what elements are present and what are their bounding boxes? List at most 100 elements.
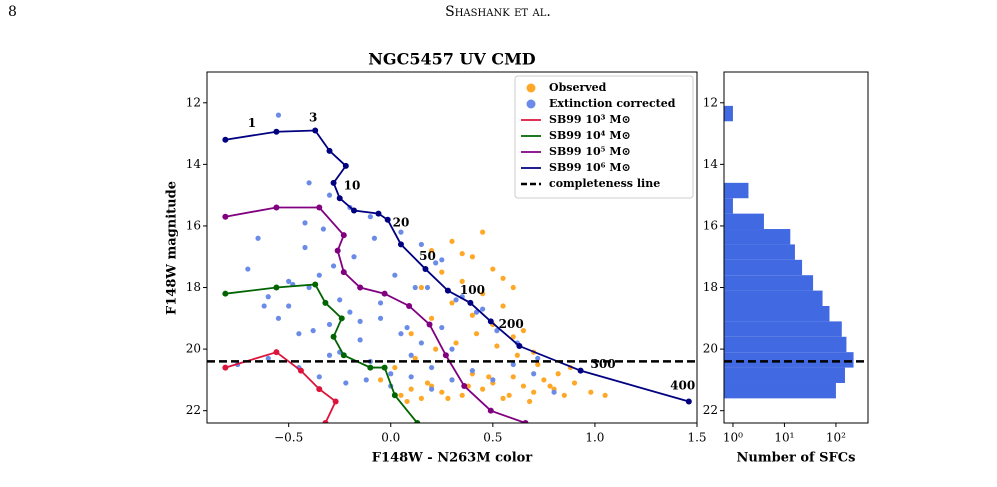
point xyxy=(392,272,398,278)
track-point xyxy=(222,364,229,371)
x-tick-label: −0.5 xyxy=(274,431,303,445)
track-point xyxy=(422,266,429,273)
point xyxy=(418,340,424,346)
point xyxy=(480,229,486,235)
point xyxy=(541,377,547,383)
track-point xyxy=(273,128,280,135)
y-tick-label: 20 xyxy=(186,342,201,356)
track-point xyxy=(487,318,494,325)
point xyxy=(418,241,424,248)
point xyxy=(520,328,527,334)
legend-label: SB99 10⁶ M⊙ xyxy=(549,161,631,174)
point xyxy=(265,355,271,361)
point xyxy=(500,303,506,309)
point xyxy=(433,346,439,352)
track-point xyxy=(273,204,280,211)
track-point xyxy=(414,420,421,423)
point xyxy=(398,392,404,398)
x-tick-label: 1.5 xyxy=(687,431,706,445)
point xyxy=(428,315,435,321)
legend-label: Extinction corrected xyxy=(549,97,676,110)
point xyxy=(494,328,500,334)
age-label: 20 xyxy=(393,215,410,229)
point xyxy=(363,377,369,383)
track-point xyxy=(406,303,413,309)
point xyxy=(367,214,373,220)
axes-frame xyxy=(723,71,869,424)
track-point xyxy=(351,207,357,214)
hist-bar xyxy=(724,290,823,306)
point xyxy=(453,297,459,303)
point xyxy=(453,340,459,346)
y-tick-label: 14 xyxy=(186,157,202,171)
point xyxy=(316,374,322,380)
point xyxy=(602,392,608,398)
track-point xyxy=(222,213,229,220)
point xyxy=(351,254,357,260)
point xyxy=(439,389,445,395)
y-tick-label: 12 xyxy=(703,95,718,109)
legend-label: SB99 10³ M⊙ xyxy=(549,113,631,126)
x-tick-label: 10⁰ xyxy=(723,431,743,445)
x-tick-label: 1.0 xyxy=(585,431,604,445)
track-point xyxy=(426,321,433,328)
point xyxy=(473,309,480,315)
point xyxy=(310,328,316,334)
point xyxy=(514,352,520,358)
hist-bar xyxy=(724,275,814,291)
age-label: 1 xyxy=(248,116,256,130)
y-tick-label: 22 xyxy=(186,403,201,417)
point xyxy=(469,254,476,260)
point xyxy=(465,383,471,389)
point xyxy=(510,374,516,380)
point xyxy=(404,324,410,331)
point xyxy=(535,361,541,368)
point xyxy=(347,309,353,315)
x-axis-label: F148W - N263M color xyxy=(372,451,533,466)
y-tick-label: 18 xyxy=(186,280,201,294)
point xyxy=(330,263,337,269)
point xyxy=(392,364,398,371)
point xyxy=(306,284,312,291)
point xyxy=(408,352,414,358)
track-point xyxy=(381,290,388,297)
point xyxy=(286,278,292,284)
point xyxy=(320,226,326,232)
point xyxy=(306,180,312,186)
point xyxy=(473,331,480,337)
track-point xyxy=(442,352,449,359)
point xyxy=(404,398,410,405)
point xyxy=(343,380,349,386)
track-point xyxy=(273,349,280,356)
point xyxy=(357,337,363,343)
point xyxy=(510,334,516,340)
point xyxy=(371,235,378,241)
point xyxy=(449,238,455,244)
y-tick-label: 22 xyxy=(703,403,718,417)
track-line xyxy=(225,283,418,423)
point xyxy=(561,392,567,398)
track-point xyxy=(384,216,391,223)
point xyxy=(398,229,404,235)
point xyxy=(510,361,516,368)
point xyxy=(261,303,267,309)
x-tick-label: 10² xyxy=(826,431,846,445)
point xyxy=(510,284,516,291)
y-tick-label: 16 xyxy=(703,218,718,232)
track-point xyxy=(375,210,382,217)
track-point xyxy=(342,162,349,169)
point xyxy=(588,389,594,395)
hist-bar xyxy=(724,182,749,199)
track-point xyxy=(357,284,364,291)
point xyxy=(506,392,512,398)
legend-marker xyxy=(526,99,536,109)
point xyxy=(275,112,282,118)
point xyxy=(326,321,333,328)
point xyxy=(408,374,414,380)
point xyxy=(531,371,537,377)
point xyxy=(459,251,465,257)
age-label: 50 xyxy=(419,249,436,263)
point xyxy=(418,284,424,291)
hist-bar xyxy=(724,352,854,368)
x-tick-label: 0.5 xyxy=(483,431,502,445)
